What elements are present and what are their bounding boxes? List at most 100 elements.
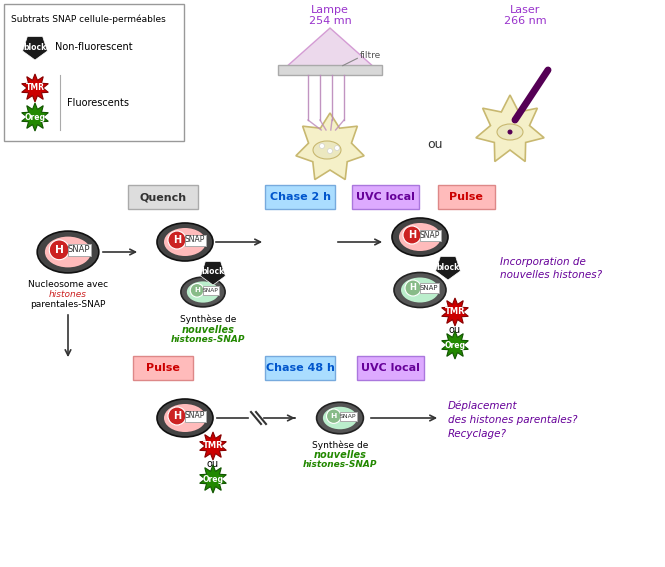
Ellipse shape xyxy=(187,281,219,303)
Text: Oreg: Oreg xyxy=(444,341,466,349)
FancyBboxPatch shape xyxy=(278,65,382,75)
Circle shape xyxy=(327,149,332,154)
Polygon shape xyxy=(442,331,468,359)
Text: nouvelles: nouvelles xyxy=(314,450,366,460)
FancyBboxPatch shape xyxy=(203,286,219,295)
Ellipse shape xyxy=(394,273,446,307)
Text: nouvelles histones?: nouvelles histones? xyxy=(500,270,602,280)
Text: Déplacement: Déplacement xyxy=(448,401,517,411)
FancyBboxPatch shape xyxy=(4,4,184,141)
FancyBboxPatch shape xyxy=(356,356,424,380)
Circle shape xyxy=(405,280,421,296)
Text: Chase 48 h: Chase 48 h xyxy=(265,363,334,373)
Text: parentales-SNAP: parentales-SNAP xyxy=(31,300,106,309)
Text: Subtrats SNAP cellule-perméables: Subtrats SNAP cellule-perméables xyxy=(11,15,166,24)
Polygon shape xyxy=(22,103,49,131)
Ellipse shape xyxy=(392,218,448,256)
FancyBboxPatch shape xyxy=(133,356,193,380)
Text: TMR: TMR xyxy=(445,307,466,316)
Circle shape xyxy=(168,231,186,249)
Ellipse shape xyxy=(37,231,99,273)
Polygon shape xyxy=(23,36,47,60)
Circle shape xyxy=(327,409,341,424)
Text: Synthèse de: Synthèse de xyxy=(312,440,368,450)
Text: SNAP: SNAP xyxy=(420,285,438,291)
Circle shape xyxy=(334,146,340,150)
Polygon shape xyxy=(200,432,226,460)
Polygon shape xyxy=(22,74,49,102)
Polygon shape xyxy=(436,256,460,280)
Text: block: block xyxy=(23,43,47,52)
Text: UVC local: UVC local xyxy=(356,192,414,202)
Text: TMR: TMR xyxy=(25,83,45,92)
FancyBboxPatch shape xyxy=(420,283,438,293)
Text: UVC local: UVC local xyxy=(360,363,420,373)
Text: SNAP: SNAP xyxy=(203,288,219,293)
Text: H: H xyxy=(173,411,181,421)
Text: block: block xyxy=(201,268,225,277)
Text: TMR: TMR xyxy=(203,442,223,451)
FancyBboxPatch shape xyxy=(265,185,335,209)
Polygon shape xyxy=(201,261,225,285)
Text: Oreg: Oreg xyxy=(25,112,45,121)
Ellipse shape xyxy=(157,399,213,437)
Ellipse shape xyxy=(399,223,441,251)
Text: 266 nm: 266 nm xyxy=(503,16,547,26)
Ellipse shape xyxy=(313,141,341,159)
Ellipse shape xyxy=(164,404,206,432)
Text: Nucleosome avec: Nucleosome avec xyxy=(28,280,108,289)
Polygon shape xyxy=(200,465,226,493)
Text: Laser: Laser xyxy=(510,5,540,15)
Circle shape xyxy=(49,240,69,260)
Ellipse shape xyxy=(181,277,225,307)
Polygon shape xyxy=(442,298,468,326)
FancyBboxPatch shape xyxy=(68,244,90,256)
Circle shape xyxy=(507,129,513,134)
Text: Chase 2 h: Chase 2 h xyxy=(269,192,331,202)
Text: H: H xyxy=(410,284,416,293)
Ellipse shape xyxy=(45,236,91,268)
Circle shape xyxy=(168,407,186,425)
FancyBboxPatch shape xyxy=(184,235,205,246)
Text: Non-fluorescent: Non-fluorescent xyxy=(55,42,132,52)
FancyBboxPatch shape xyxy=(438,185,495,209)
Text: Oreg: Oreg xyxy=(203,475,223,484)
Circle shape xyxy=(512,117,518,123)
Text: H: H xyxy=(331,413,337,419)
Text: ou: ou xyxy=(207,459,219,469)
Text: SNAP: SNAP xyxy=(340,414,356,418)
Ellipse shape xyxy=(164,228,206,256)
Text: SNAP: SNAP xyxy=(185,412,205,421)
Text: nouvelles: nouvelles xyxy=(182,325,235,335)
Ellipse shape xyxy=(497,124,523,140)
Ellipse shape xyxy=(323,407,357,429)
Polygon shape xyxy=(476,95,544,162)
FancyBboxPatch shape xyxy=(184,411,205,421)
Ellipse shape xyxy=(401,277,439,303)
Text: SNAP: SNAP xyxy=(185,235,205,244)
Text: H: H xyxy=(194,287,200,293)
Text: 254 mn: 254 mn xyxy=(309,16,351,26)
Text: histones-SNAP: histones-SNAP xyxy=(303,460,377,469)
Text: filtre: filtre xyxy=(360,50,381,60)
Polygon shape xyxy=(285,28,375,68)
Ellipse shape xyxy=(157,223,213,261)
Text: Pulse: Pulse xyxy=(146,363,180,373)
Text: Lampe: Lampe xyxy=(311,5,349,15)
FancyBboxPatch shape xyxy=(340,412,356,421)
Text: ou: ou xyxy=(449,325,461,335)
Text: Recyclage?: Recyclage? xyxy=(448,429,507,439)
Text: Synthèse de: Synthèse de xyxy=(180,315,236,324)
Text: H: H xyxy=(408,230,416,240)
FancyBboxPatch shape xyxy=(128,185,198,209)
Circle shape xyxy=(190,284,204,297)
Circle shape xyxy=(403,226,421,244)
Text: H: H xyxy=(55,245,64,255)
Text: des histones parentales?: des histones parentales? xyxy=(448,415,577,425)
Text: SNAP: SNAP xyxy=(420,231,440,239)
FancyBboxPatch shape xyxy=(420,230,440,240)
FancyBboxPatch shape xyxy=(352,185,418,209)
Ellipse shape xyxy=(317,402,363,434)
Text: Incorporation de: Incorporation de xyxy=(500,257,586,267)
Text: H: H xyxy=(173,235,181,245)
